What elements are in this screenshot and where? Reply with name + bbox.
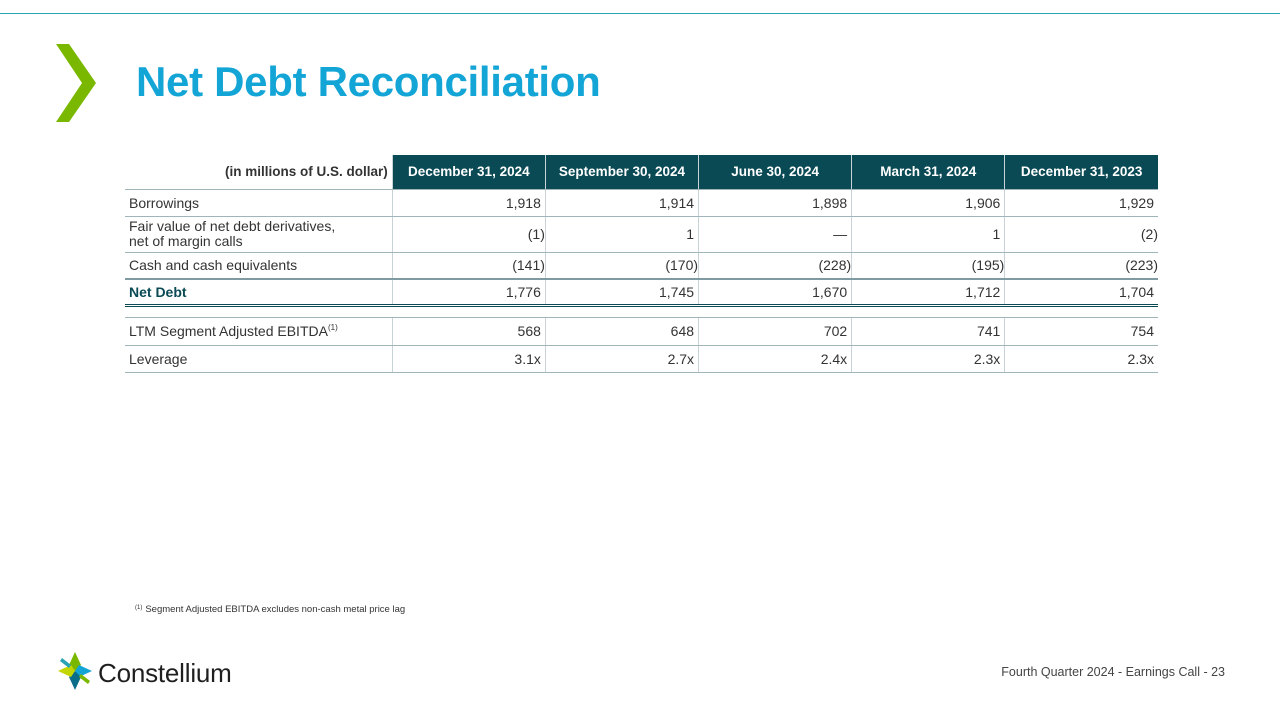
row-label-text: LTM Segment Adjusted EBITDA	[129, 323, 328, 339]
table-cell: (2)	[1004, 216, 1158, 253]
table-cell: (170)	[544, 252, 699, 280]
table-cell: 568	[391, 316, 546, 346]
table-cell: 3.1x	[391, 345, 546, 373]
table-cell: 1,906	[851, 189, 1005, 217]
table-row-leverage: Leverage 3.1x 2.7x 2.4x 2.3x 2.3x	[125, 345, 1158, 373]
table-cell: 754	[1004, 316, 1158, 346]
table-cell: 1	[851, 216, 1005, 253]
table-cell: 1,712	[851, 279, 1005, 307]
row-label: Cash and cash equivalents	[125, 252, 393, 280]
table-cell: 2.3x	[1004, 345, 1158, 373]
spacer-cell	[125, 305, 1158, 317]
logo-text: Constellium	[98, 658, 232, 688]
table-cell: 1,929	[1004, 189, 1158, 217]
chevron-icon	[56, 44, 98, 129]
table-cell: 1,670	[698, 279, 852, 307]
row-label-line2: net of margin calls	[129, 233, 243, 249]
footnote: (1) Segment Adjusted EBITDA excludes non-…	[135, 604, 405, 615]
page-footer: Fourth Quarter 2024 - Earnings Call - 23	[1001, 665, 1225, 679]
table-row-net-debt: Net Debt 1,776 1,745 1,670 1,712 1,704	[125, 279, 1158, 307]
footnote-marker: (1)	[135, 605, 143, 611]
row-label: Fair value of net debt derivatives, net o…	[125, 216, 393, 253]
column-header: December 31, 2023	[1004, 155, 1158, 190]
table-row-cash: Cash and cash equivalents (141) (170) (2…	[125, 252, 1158, 280]
table-cell: 702	[698, 316, 852, 346]
table-cell: (195)	[851, 252, 1005, 280]
table-cell: 741	[851, 316, 1005, 346]
footnote-text: Segment Adjusted EBITDA excludes non-cas…	[145, 604, 406, 615]
row-label-line1: Fair value of net debt derivatives,	[129, 218, 336, 234]
table-cell: 2.7x	[544, 345, 699, 373]
net-debt-table: (in millions of U.S. dollar) December 31…	[125, 155, 1158, 373]
footnote-marker: (1)	[327, 323, 338, 332]
row-label: Net Debt	[125, 279, 393, 307]
table-cell: 2.4x	[698, 345, 852, 373]
column-header: June 30, 2024	[698, 155, 852, 190]
table-cell: 1	[544, 216, 699, 253]
company-logo: Constellium	[58, 652, 232, 695]
table-cell: 1,745	[544, 279, 699, 307]
table-cell: 1,704	[1004, 279, 1158, 307]
table-row-borrowings: Borrowings 1,918 1,914 1,898 1,906 1,929	[125, 189, 1158, 217]
table-cell: 1,776	[391, 279, 546, 307]
table-cell: 1,898	[698, 189, 852, 217]
column-header: March 31, 2024	[851, 155, 1005, 190]
table-header-row: (in millions of U.S. dollar) December 31…	[125, 155, 1158, 190]
table-cell: —	[698, 216, 852, 253]
table-cell: 1,918	[391, 189, 546, 217]
table-row-fair-value: Fair value of net debt derivatives, net o…	[125, 216, 1158, 253]
table-cell: 648	[544, 316, 699, 346]
unit-label: (in millions of U.S. dollar)	[125, 155, 393, 190]
row-label: LTM Segment Adjusted EBITDA(1)	[125, 316, 393, 346]
row-label: Borrowings	[125, 189, 393, 217]
table-cell: 2.3x	[851, 345, 1005, 373]
table-cell: (141)	[391, 252, 546, 280]
row-label: Leverage	[125, 345, 393, 373]
table-spacer	[125, 305, 1158, 317]
table-cell: (223)	[1004, 252, 1158, 280]
table-cell: (228)	[698, 252, 852, 280]
constellium-pinwheel-icon	[58, 652, 92, 695]
table-cell: 1,914	[544, 189, 699, 217]
table-cell: (1)	[391, 216, 546, 253]
table-row-ebitda: LTM Segment Adjusted EBITDA(1) 568 648 7…	[125, 316, 1158, 346]
column-header: September 30, 2024	[544, 155, 699, 190]
top-rule	[0, 13, 1280, 14]
page-title: Net Debt Reconciliation	[136, 58, 601, 105]
column-header: December 31, 2024	[391, 155, 546, 190]
